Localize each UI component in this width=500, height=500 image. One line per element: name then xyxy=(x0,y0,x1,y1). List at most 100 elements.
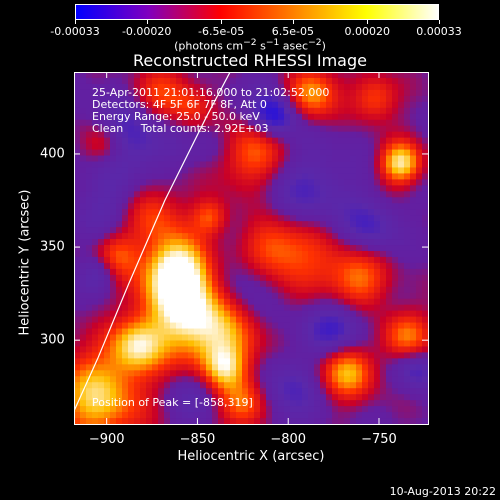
heatmap-cell xyxy=(386,358,393,365)
heatmap-cell xyxy=(164,370,171,377)
heatmap-cell xyxy=(422,352,429,359)
heatmap-cell xyxy=(404,191,411,198)
heatmap-cell xyxy=(344,209,351,216)
heatmap-cell xyxy=(170,233,177,240)
heatmap-cell xyxy=(80,155,87,163)
heatmap-cell xyxy=(122,215,129,222)
heatmap-cell xyxy=(392,310,399,318)
heatmap-cell xyxy=(206,89,213,97)
heatmap-cell xyxy=(110,245,117,252)
heatmap-cell xyxy=(248,221,255,228)
heatmap-cell xyxy=(146,107,153,115)
heatmap-cell xyxy=(182,119,189,127)
heatmap-cell xyxy=(236,113,243,121)
heatmap-cell xyxy=(110,298,117,306)
heatmap-cell xyxy=(224,382,231,389)
heatmap-cell xyxy=(320,215,327,222)
heatmap-cell xyxy=(86,406,93,413)
heatmap-cell xyxy=(296,370,303,377)
heatmap-cell xyxy=(260,161,267,169)
heatmap-cell xyxy=(206,95,213,103)
heatmap-cell xyxy=(254,322,261,330)
heatmap-cell xyxy=(122,113,129,121)
heatmap-cell xyxy=(404,400,411,407)
heatmap-cell xyxy=(146,382,153,389)
heatmap-cell xyxy=(218,77,225,85)
heatmap-cell xyxy=(188,400,195,407)
heatmap-cell xyxy=(338,304,345,312)
heatmap-cell xyxy=(86,346,93,354)
heatmap-cell xyxy=(86,173,93,180)
x-axis-label: Heliocentric X (arcsec) xyxy=(177,449,325,464)
heatmap-cell xyxy=(404,280,411,288)
heatmap-cell xyxy=(182,280,189,288)
heatmap-cell xyxy=(404,346,411,354)
heatmap-cell xyxy=(116,328,123,336)
heatmap-cell xyxy=(86,143,93,151)
heatmap-cell xyxy=(254,310,261,318)
heatmap-cell xyxy=(290,322,297,330)
heatmap-cell xyxy=(284,215,291,222)
heatmap-cell xyxy=(164,155,171,163)
peak-position-label: Position of Peak = [-858,319] xyxy=(92,396,253,409)
heatmap-cell xyxy=(332,209,339,216)
heatmap-cell xyxy=(224,316,231,324)
heatmap-cell xyxy=(248,340,255,348)
heatmap-cell xyxy=(128,239,135,246)
heatmap-cell xyxy=(182,83,189,91)
heatmap-cell xyxy=(80,191,87,198)
heatmap-cell xyxy=(338,364,345,371)
heatmap-cell xyxy=(314,203,321,210)
heatmap-cell xyxy=(146,268,153,276)
heatmap-cell xyxy=(212,77,219,85)
heatmap-cell xyxy=(92,418,99,425)
heatmap-cell xyxy=(416,167,423,175)
heatmap-cell xyxy=(74,119,81,127)
heatmap-cell xyxy=(248,137,255,145)
heatmap-cell xyxy=(386,72,393,79)
heatmap-cell xyxy=(242,262,249,270)
heatmap-cell xyxy=(104,382,111,389)
heatmap-cell xyxy=(224,310,231,318)
heatmap-cell xyxy=(302,149,309,157)
heatmap-cell xyxy=(266,364,273,371)
heatmap-cell xyxy=(302,221,309,228)
heatmap-cell xyxy=(422,125,429,133)
heatmap-cell xyxy=(392,262,399,270)
heatmap-cell xyxy=(254,191,261,198)
heatmap-cell xyxy=(368,119,375,127)
heatmap-cell xyxy=(146,322,153,330)
heatmap-cell xyxy=(110,310,117,318)
heatmap-cell xyxy=(386,197,393,204)
heatmap-cell xyxy=(338,298,345,306)
heatmap-cell xyxy=(134,274,141,282)
heatmap-cell xyxy=(326,358,333,365)
heatmap-cell xyxy=(332,95,339,103)
heatmap-cell xyxy=(338,95,345,103)
heatmap-cell xyxy=(74,394,81,401)
heatmap-cell xyxy=(296,119,303,127)
heatmap-cell xyxy=(314,191,321,198)
heatmap-cell xyxy=(224,167,231,175)
heatmap-cell xyxy=(410,197,417,204)
heatmap-cell xyxy=(386,412,393,419)
heatmap-cell xyxy=(218,262,225,270)
heatmap-cell xyxy=(380,310,387,318)
heatmap-cell xyxy=(128,119,135,127)
heatmap-cell xyxy=(134,89,141,97)
heatmap-cell xyxy=(182,101,189,109)
heatmap-cell xyxy=(362,143,369,151)
heatmap-cell xyxy=(80,245,87,252)
heatmap-cell xyxy=(146,149,153,157)
heatmap-cell xyxy=(380,316,387,324)
heatmap-cell xyxy=(338,322,345,330)
heatmap-cell xyxy=(332,334,339,342)
heatmap-cell xyxy=(134,352,141,359)
heatmap-cell xyxy=(206,239,213,246)
heatmap-cell xyxy=(128,358,135,365)
heatmap-cell xyxy=(98,334,105,342)
heatmap-cell xyxy=(218,340,225,348)
heatmap-cell xyxy=(152,346,159,354)
heatmap-cell xyxy=(386,203,393,210)
heatmap-cell xyxy=(404,304,411,312)
